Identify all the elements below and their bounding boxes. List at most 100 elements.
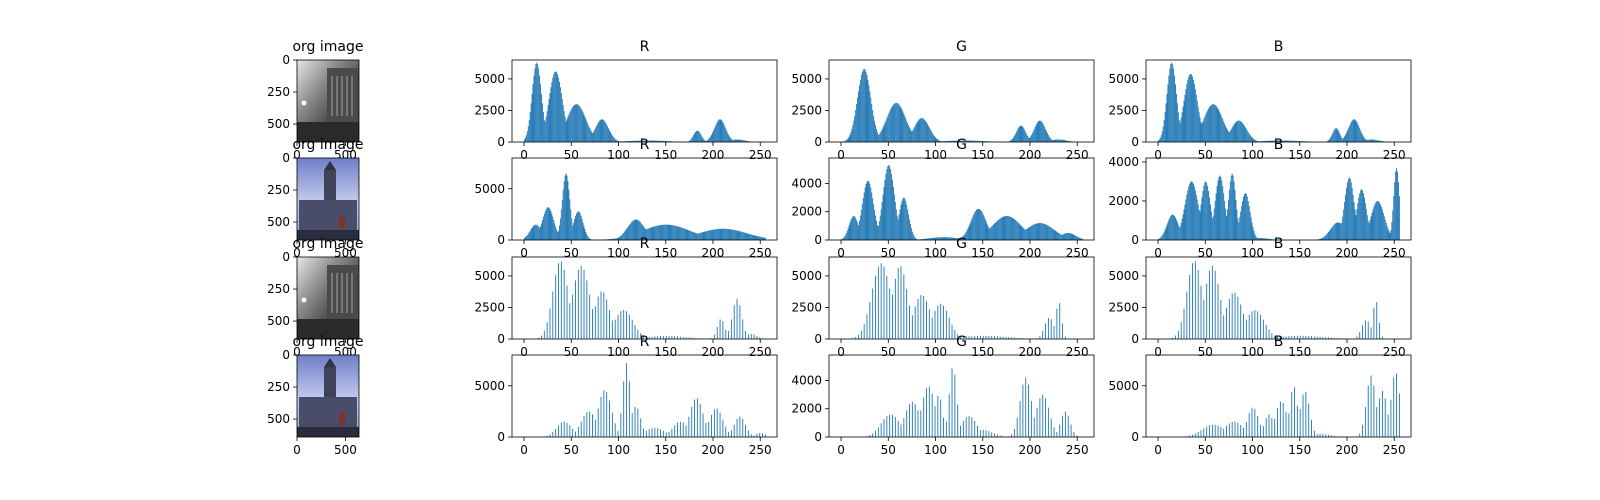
histogram-bar (547, 105, 549, 142)
street-lamp (301, 100, 307, 106)
histogram-bar (708, 230, 710, 240)
histogram-bar (1223, 428, 1225, 437)
histogram-bar (1008, 337, 1010, 339)
histogram-bar (1071, 233, 1073, 240)
histogram-bar (853, 215, 855, 240)
histogram-bar (954, 330, 956, 339)
histogram-bar (689, 230, 691, 240)
histogram-bar (1330, 228, 1332, 240)
histogram-bar (999, 435, 1001, 437)
ytick-label: 4000 (791, 373, 822, 387)
histogram-bar (928, 127, 930, 142)
histogram-bar (1269, 238, 1271, 240)
histogram-bar (1179, 226, 1181, 240)
histogram-bar (1208, 108, 1210, 142)
histogram-bar (556, 229, 558, 240)
histogram-bar (1299, 141, 1301, 142)
histogram-bar (1359, 433, 1361, 437)
histogram-bar (1280, 140, 1282, 142)
image-ytick-label: 0 (282, 250, 290, 264)
histogram-bar (631, 221, 633, 240)
histogram-bar (883, 419, 885, 437)
histogram-bar (747, 233, 748, 240)
histogram-bar (691, 138, 693, 142)
histogram-bar (1291, 391, 1293, 437)
histogram-bar (662, 224, 664, 240)
histogram-bar (846, 230, 848, 240)
histogram-bar (728, 134, 730, 142)
histogram-bar (930, 238, 932, 240)
histogram-bar (1013, 219, 1015, 240)
histogram-bar (841, 239, 842, 240)
histogram-bar (651, 140, 653, 142)
histogram-bar (1065, 140, 1067, 142)
histogram-bar (1193, 186, 1195, 240)
building-column (351, 273, 353, 313)
histogram-bar (1374, 139, 1376, 142)
histogram-bar (1285, 336, 1287, 339)
histogram-title: B (1274, 236, 1284, 252)
histogram-bar (1230, 175, 1232, 240)
histogram-bar (1007, 216, 1009, 240)
histogram-bar (748, 233, 750, 240)
histogram-bar (660, 140, 661, 142)
histogram-bar (1210, 104, 1212, 142)
histogram-bar (597, 122, 599, 142)
histogram-bar (614, 138, 616, 142)
histogram-bar (1271, 140, 1273, 142)
histogram-bar (566, 285, 568, 339)
histogram-bar (698, 233, 700, 240)
xtick-label: 250 (1383, 148, 1406, 162)
histogram-bar (984, 218, 986, 240)
histogram-bar (1255, 235, 1257, 240)
histogram-bar (1031, 133, 1033, 142)
image-ytick-label: 250 (267, 85, 290, 99)
histogram-bar (1058, 233, 1060, 240)
histogram-bar (1259, 238, 1261, 240)
histogram-bar (1052, 229, 1054, 240)
histogram-bar (883, 125, 885, 142)
histogram-bar (1277, 337, 1278, 339)
histogram-bar (688, 337, 690, 339)
histogram-bar (642, 224, 644, 240)
histogram-bar (525, 134, 527, 142)
xtick-label: 200 (1019, 148, 1042, 162)
histogram-bar (901, 109, 903, 142)
histogram-bar (562, 105, 564, 142)
histogram-bar (681, 227, 683, 240)
histogram-bar (649, 227, 651, 240)
histogram-bar (706, 231, 708, 240)
histogram-bar (628, 381, 630, 437)
xtick-label: 150 (1288, 246, 1311, 260)
histogram-bar (1316, 336, 1318, 339)
histogram-bar (694, 232, 695, 240)
histogram-bar (1185, 89, 1187, 142)
histogram-bar (1191, 74, 1193, 142)
histogram-bar (600, 119, 602, 142)
histogram-bar (900, 204, 902, 240)
histogram-bar (694, 337, 695, 339)
histogram-bar (682, 336, 684, 339)
histogram-bar (1357, 123, 1359, 142)
histogram-bar (564, 175, 566, 240)
histogram-bar (1251, 407, 1253, 437)
histogram-bar (889, 166, 891, 240)
xtick-label: 50 (881, 345, 896, 359)
histogram-bar (1160, 134, 1162, 142)
histogram-bar (569, 199, 571, 240)
histogram-bar (714, 229, 716, 240)
xtick-label: 200 (1019, 246, 1042, 260)
histogram-bar (1214, 104, 1216, 142)
histogram-bar (906, 120, 908, 142)
building-column (341, 273, 343, 313)
histogram-bar (648, 140, 650, 142)
histogram-bar (1238, 222, 1240, 240)
histogram-bar (965, 417, 967, 437)
image-ytick-label: 250 (267, 183, 290, 197)
histogram-bar (1299, 335, 1301, 339)
histogram-bar (532, 84, 534, 142)
histogram-bar (1295, 140, 1296, 142)
histogram-bar (581, 110, 583, 142)
histogram-bar (866, 181, 868, 240)
histogram-bar (1282, 140, 1284, 142)
